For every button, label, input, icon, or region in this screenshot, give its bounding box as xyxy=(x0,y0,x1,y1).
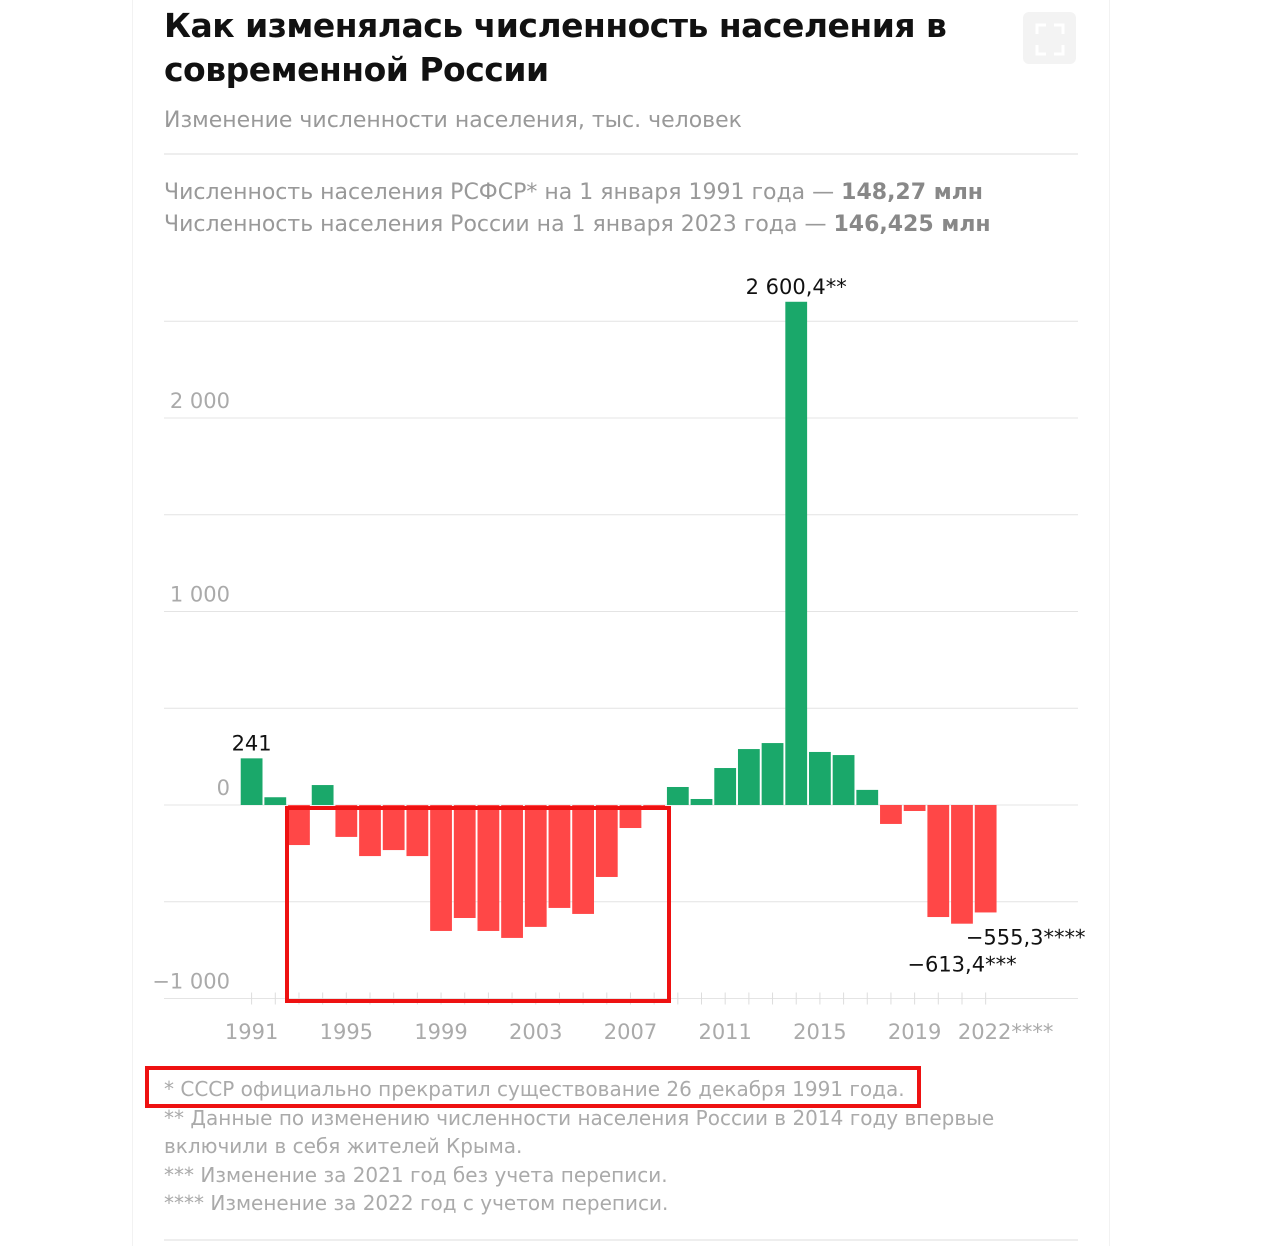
x-tick-label: 2011 xyxy=(698,1020,751,1044)
x-tick-label: 2003 xyxy=(509,1020,562,1044)
footnote: * СССР официально прекратил существовани… xyxy=(164,1077,905,1101)
x-tick-label: 2022**** xyxy=(958,1020,1053,1044)
x-tick-label: 1999 xyxy=(414,1020,467,1044)
bar xyxy=(595,804,618,877)
bar xyxy=(856,789,879,805)
bar xyxy=(903,804,926,811)
bar xyxy=(809,751,831,805)
bar xyxy=(927,804,950,918)
bar xyxy=(311,785,334,805)
subtitle: Изменение численности населения, тыс. че… xyxy=(164,108,742,133)
bar xyxy=(240,758,263,805)
highlight-box xyxy=(145,1066,921,1108)
bar xyxy=(690,798,713,805)
footnotes: * СССР официально прекратил существовани… xyxy=(164,1075,1014,1218)
bar xyxy=(714,768,737,805)
footnote: *** Изменение за 2021 год без учета пере… xyxy=(164,1162,668,1187)
note: Численность населения России на 1 января… xyxy=(164,212,991,237)
x-tick-label: 2019 xyxy=(888,1020,941,1044)
note-text: Численность населения России на 1 января… xyxy=(164,212,834,237)
footnote: ** Данные по изменению численности насел… xyxy=(164,1105,995,1159)
note-text: Численность населения РСФСР* на 1 января… xyxy=(164,180,842,205)
x-tick-label: 1995 xyxy=(320,1020,373,1044)
value-label: 2 600,4** xyxy=(746,275,847,299)
y-tick-label: 2 000 xyxy=(170,389,230,413)
bar xyxy=(880,804,902,824)
y-tick-label: 1 000 xyxy=(170,582,230,606)
bar xyxy=(643,804,666,807)
value-label: −555,3**** xyxy=(966,925,1086,949)
bar xyxy=(524,804,547,927)
bar xyxy=(572,804,595,914)
bar xyxy=(335,804,358,837)
y-tick-label: −1 000 xyxy=(152,970,230,994)
bar xyxy=(359,804,381,857)
bar xyxy=(406,804,429,857)
note-value: 148,27 млн xyxy=(841,180,984,205)
footnote: **** Изменение за 2022 год с учетом пере… xyxy=(164,1191,669,1215)
bar xyxy=(264,797,287,805)
x-tick-label: 2007 xyxy=(604,1020,657,1044)
bar xyxy=(832,755,855,805)
title: Как изменялась численность населения в с… xyxy=(164,6,947,89)
card xyxy=(132,0,1110,1246)
x-tick-label: 1991 xyxy=(225,1020,278,1044)
bar xyxy=(951,804,973,924)
note: Численность населения РСФСР* на 1 января… xyxy=(164,180,983,205)
bar xyxy=(785,301,808,805)
note-value: 146,425 млн xyxy=(833,212,991,237)
value-label: 241 xyxy=(232,731,272,755)
x-tick-label: 2015 xyxy=(793,1020,846,1044)
bar xyxy=(761,743,784,805)
fullscreen-button[interactable] xyxy=(1023,12,1076,64)
bar xyxy=(501,804,523,938)
bar xyxy=(737,749,760,805)
bar xyxy=(666,786,689,805)
bar xyxy=(288,804,310,846)
bar xyxy=(382,804,405,851)
bar xyxy=(619,804,642,829)
bar xyxy=(453,804,476,918)
bar xyxy=(430,804,452,931)
bar xyxy=(477,804,500,931)
bar xyxy=(548,804,571,908)
highlight-box xyxy=(285,806,671,1003)
value-label: −613,4*** xyxy=(907,953,1016,977)
y-tick-label: 0 xyxy=(217,776,230,800)
bar xyxy=(974,804,997,913)
